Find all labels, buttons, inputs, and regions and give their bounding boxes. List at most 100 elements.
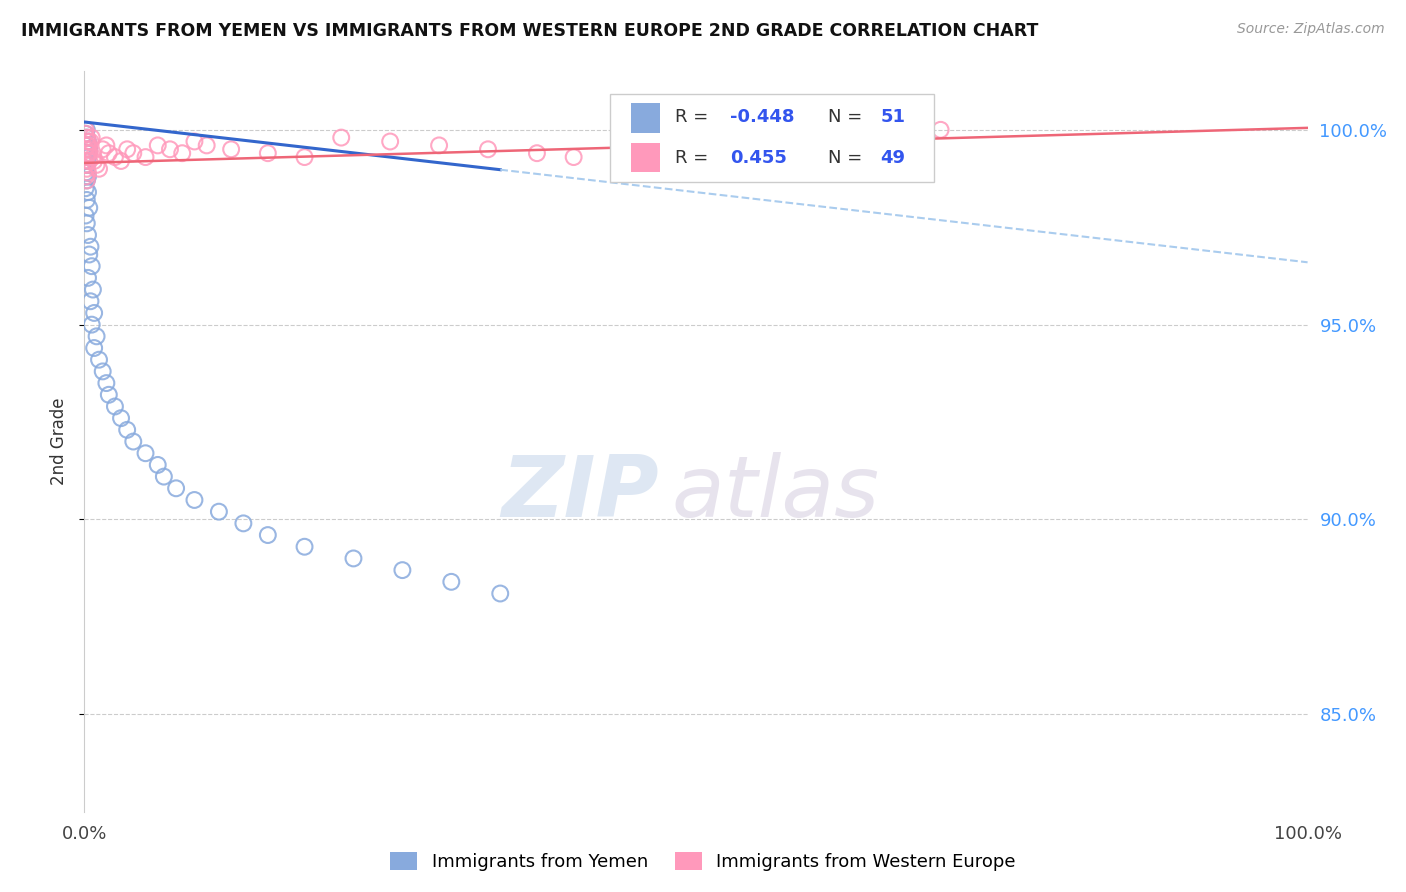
Point: [77, 247, 100, 261]
Text: atlas: atlas: [672, 452, 880, 535]
Point: [562, 150, 585, 164]
Point: [146, 458, 169, 472]
Point: [77, 135, 100, 149]
Point: [75, 158, 97, 172]
Y-axis label: 2nd Grade: 2nd Grade: [49, 398, 67, 485]
Point: [75, 153, 97, 168]
Point: [172, 146, 194, 161]
Point: [76, 138, 98, 153]
Point: [489, 586, 512, 600]
Point: [80, 318, 103, 332]
Point: [159, 142, 181, 156]
Point: [122, 146, 145, 161]
Point: [97, 146, 120, 161]
Text: 0.455: 0.455: [730, 149, 787, 167]
Point: [165, 481, 187, 495]
Point: [75, 127, 97, 141]
Point: [122, 434, 145, 449]
Text: N =: N =: [828, 149, 862, 167]
Point: [86, 158, 108, 172]
Point: [76, 173, 98, 187]
Point: [77, 201, 100, 215]
Point: [79, 135, 101, 149]
FancyBboxPatch shape: [610, 94, 935, 183]
Point: [257, 528, 280, 542]
Point: [77, 150, 100, 164]
Point: [83, 153, 105, 168]
Point: [110, 153, 132, 168]
Point: [91, 364, 114, 378]
Point: [135, 150, 157, 164]
Point: [80, 259, 103, 273]
Point: [87, 352, 110, 367]
Point: [477, 142, 499, 156]
Point: [135, 446, 157, 460]
Point: [77, 185, 100, 199]
Point: [624, 130, 647, 145]
Point: [219, 142, 242, 156]
Point: [110, 411, 132, 425]
Point: [77, 227, 100, 242]
Point: [342, 551, 364, 566]
Point: [115, 142, 138, 156]
Point: [75, 142, 97, 156]
Point: [77, 153, 100, 168]
Point: [391, 563, 413, 577]
Point: [115, 423, 138, 437]
Point: [77, 135, 100, 149]
Point: [153, 469, 176, 483]
Point: [80, 130, 103, 145]
Point: [76, 158, 98, 172]
Point: [77, 142, 100, 156]
Point: [76, 130, 98, 145]
Point: [330, 130, 353, 145]
Text: ZIP: ZIP: [502, 452, 659, 535]
Point: [77, 138, 100, 153]
Point: [104, 400, 127, 414]
Point: [257, 146, 280, 161]
Point: [685, 135, 707, 149]
Point: [427, 138, 450, 153]
Point: [77, 169, 100, 184]
Point: [208, 505, 231, 519]
Point: [76, 173, 98, 187]
FancyBboxPatch shape: [631, 143, 661, 172]
Point: [96, 138, 118, 153]
Point: [75, 166, 97, 180]
Point: [75, 138, 97, 153]
Point: [97, 388, 120, 402]
Point: [76, 130, 98, 145]
Point: [294, 150, 316, 164]
Point: [79, 240, 101, 254]
Point: [91, 142, 114, 156]
Point: [75, 123, 97, 137]
Point: [83, 341, 105, 355]
Point: [77, 271, 100, 285]
Point: [807, 127, 830, 141]
Point: [380, 135, 402, 149]
Point: [76, 216, 98, 230]
Text: IMMIGRANTS FROM YEMEN VS IMMIGRANTS FROM WESTERN EUROPE 2ND GRADE CORRELATION CH: IMMIGRANTS FROM YEMEN VS IMMIGRANTS FROM…: [21, 22, 1039, 40]
Text: R =: R =: [675, 149, 709, 167]
Point: [96, 376, 118, 390]
Point: [82, 283, 104, 297]
FancyBboxPatch shape: [631, 103, 661, 133]
Point: [195, 138, 218, 153]
Point: [440, 574, 463, 589]
Point: [76, 146, 98, 161]
Point: [232, 516, 254, 531]
Point: [104, 150, 127, 164]
Point: [77, 142, 100, 156]
Point: [75, 127, 97, 141]
Text: Source: ZipAtlas.com: Source: ZipAtlas.com: [1237, 22, 1385, 37]
Point: [146, 138, 169, 153]
Point: [75, 209, 97, 223]
Point: [77, 146, 100, 161]
Point: [79, 294, 101, 309]
Point: [83, 306, 105, 320]
Point: [294, 540, 316, 554]
Point: [77, 146, 100, 161]
Point: [929, 123, 952, 137]
Point: [76, 150, 98, 164]
Point: [75, 169, 97, 184]
